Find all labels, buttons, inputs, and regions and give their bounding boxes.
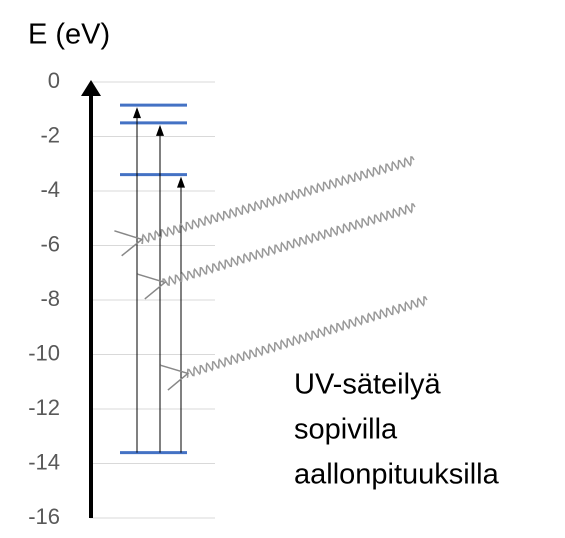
axis-arrow — [81, 80, 101, 96]
transition-arrowhead — [177, 176, 185, 188]
y-tick-label: -6 — [40, 231, 60, 256]
y-tick-label: -8 — [40, 286, 60, 311]
photon — [141, 156, 415, 245]
y-tick-label: -2 — [40, 122, 60, 147]
y-tick-label: -16 — [28, 504, 60, 529]
transition-arrowhead — [133, 107, 141, 119]
photon-arrowhead — [137, 273, 167, 300]
photon — [186, 296, 428, 379]
photon-arrowhead — [114, 230, 144, 257]
photon-arrowhead — [160, 364, 190, 391]
photon — [162, 203, 416, 286]
y-tick-label: -12 — [28, 395, 60, 420]
annotation: aallonpituuksilla — [294, 459, 500, 491]
transition-arrowhead — [156, 124, 164, 136]
annotation: sopivilla — [294, 414, 398, 446]
y-tick-label: 0 — [48, 68, 60, 93]
annotation: UV-säteilyä — [294, 369, 442, 401]
y-tick-label: -4 — [40, 177, 60, 202]
y-tick-label: -10 — [28, 340, 60, 365]
y-tick-label: -14 — [28, 449, 60, 474]
axis-title: E (eV) — [28, 19, 110, 51]
